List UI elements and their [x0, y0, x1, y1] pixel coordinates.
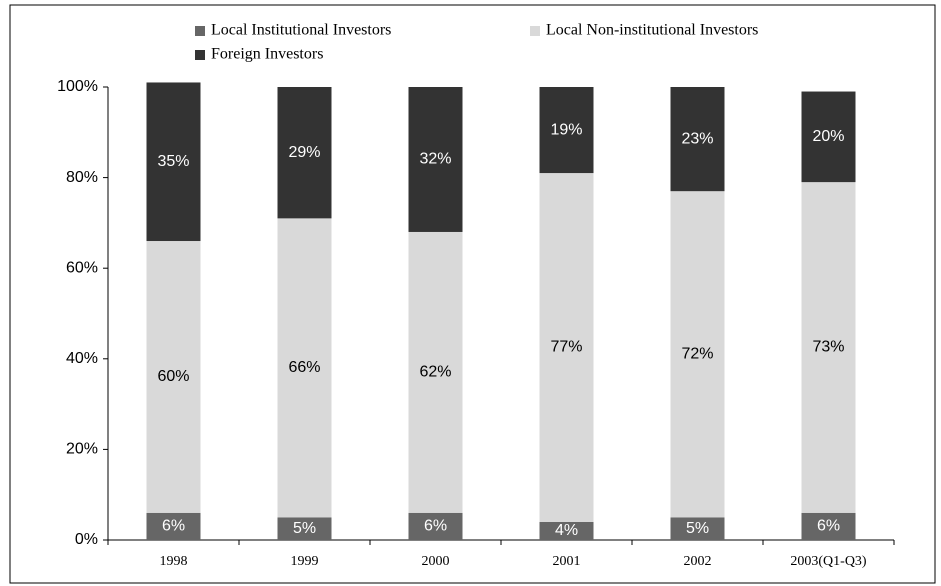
data-label: 62% [419, 364, 451, 381]
data-label: 77% [550, 339, 582, 356]
data-label: 35% [157, 153, 189, 170]
data-label: 6% [424, 518, 447, 535]
x-tick-label: 1999 [291, 554, 319, 569]
bar-segment [801, 91, 856, 183]
chart-border [9, 4, 936, 584]
bar-segment [539, 521, 594, 540]
data-label: 73% [812, 339, 844, 356]
bar-segment [670, 191, 725, 518]
y-tick-label: 0% [75, 531, 98, 548]
bar-segment [277, 218, 332, 518]
data-label: 4% [555, 522, 578, 539]
data-label: 60% [157, 368, 189, 385]
bar-segment [539, 173, 594, 522]
x-tick-label: 2003(Q1-Q3) [790, 554, 867, 569]
data-label: 20% [812, 128, 844, 145]
legend-swatch [195, 50, 205, 60]
bar-segment [408, 512, 463, 540]
data-label: 6% [162, 518, 185, 535]
y-tick-label: 80% [66, 169, 98, 186]
bar-segment [801, 512, 856, 540]
bar-segment [408, 231, 463, 513]
x-tick-label: 2000 [422, 554, 450, 569]
data-label: 19% [550, 121, 582, 138]
y-tick-label: 40% [66, 350, 98, 367]
bar-segment [277, 517, 332, 540]
data-label: 29% [288, 144, 320, 161]
data-label: 5% [293, 520, 316, 537]
bar-segment [408, 87, 463, 232]
legend-swatch [195, 26, 205, 36]
bar-segment [277, 87, 332, 219]
bar-segment [801, 182, 856, 513]
legend-swatch [530, 26, 540, 36]
data-label: 23% [681, 130, 713, 147]
data-label: 32% [419, 151, 451, 168]
data-label: 66% [288, 359, 320, 376]
x-tick-label: 2001 [553, 554, 581, 569]
y-tick-label: 100% [57, 78, 98, 95]
data-label: 72% [681, 345, 713, 362]
y-tick-label: 20% [66, 441, 98, 458]
bar-segment [670, 517, 725, 540]
data-label: 6% [817, 518, 840, 535]
bar-segment [146, 241, 201, 513]
bar-segment [146, 82, 201, 242]
bar-segment [146, 512, 201, 540]
x-tick-label: 1998 [160, 554, 188, 569]
bar-segment [539, 87, 594, 174]
legend-label: Local Non-institutional Investors [546, 22, 758, 39]
bar-segment [670, 87, 725, 192]
data-label: 5% [686, 520, 709, 537]
x-tick-label: 2002 [684, 554, 712, 569]
legend-label: Foreign Investors [211, 46, 323, 63]
legend-label: Local Institutional Investors [211, 22, 391, 39]
y-tick-label: 60% [66, 259, 98, 276]
